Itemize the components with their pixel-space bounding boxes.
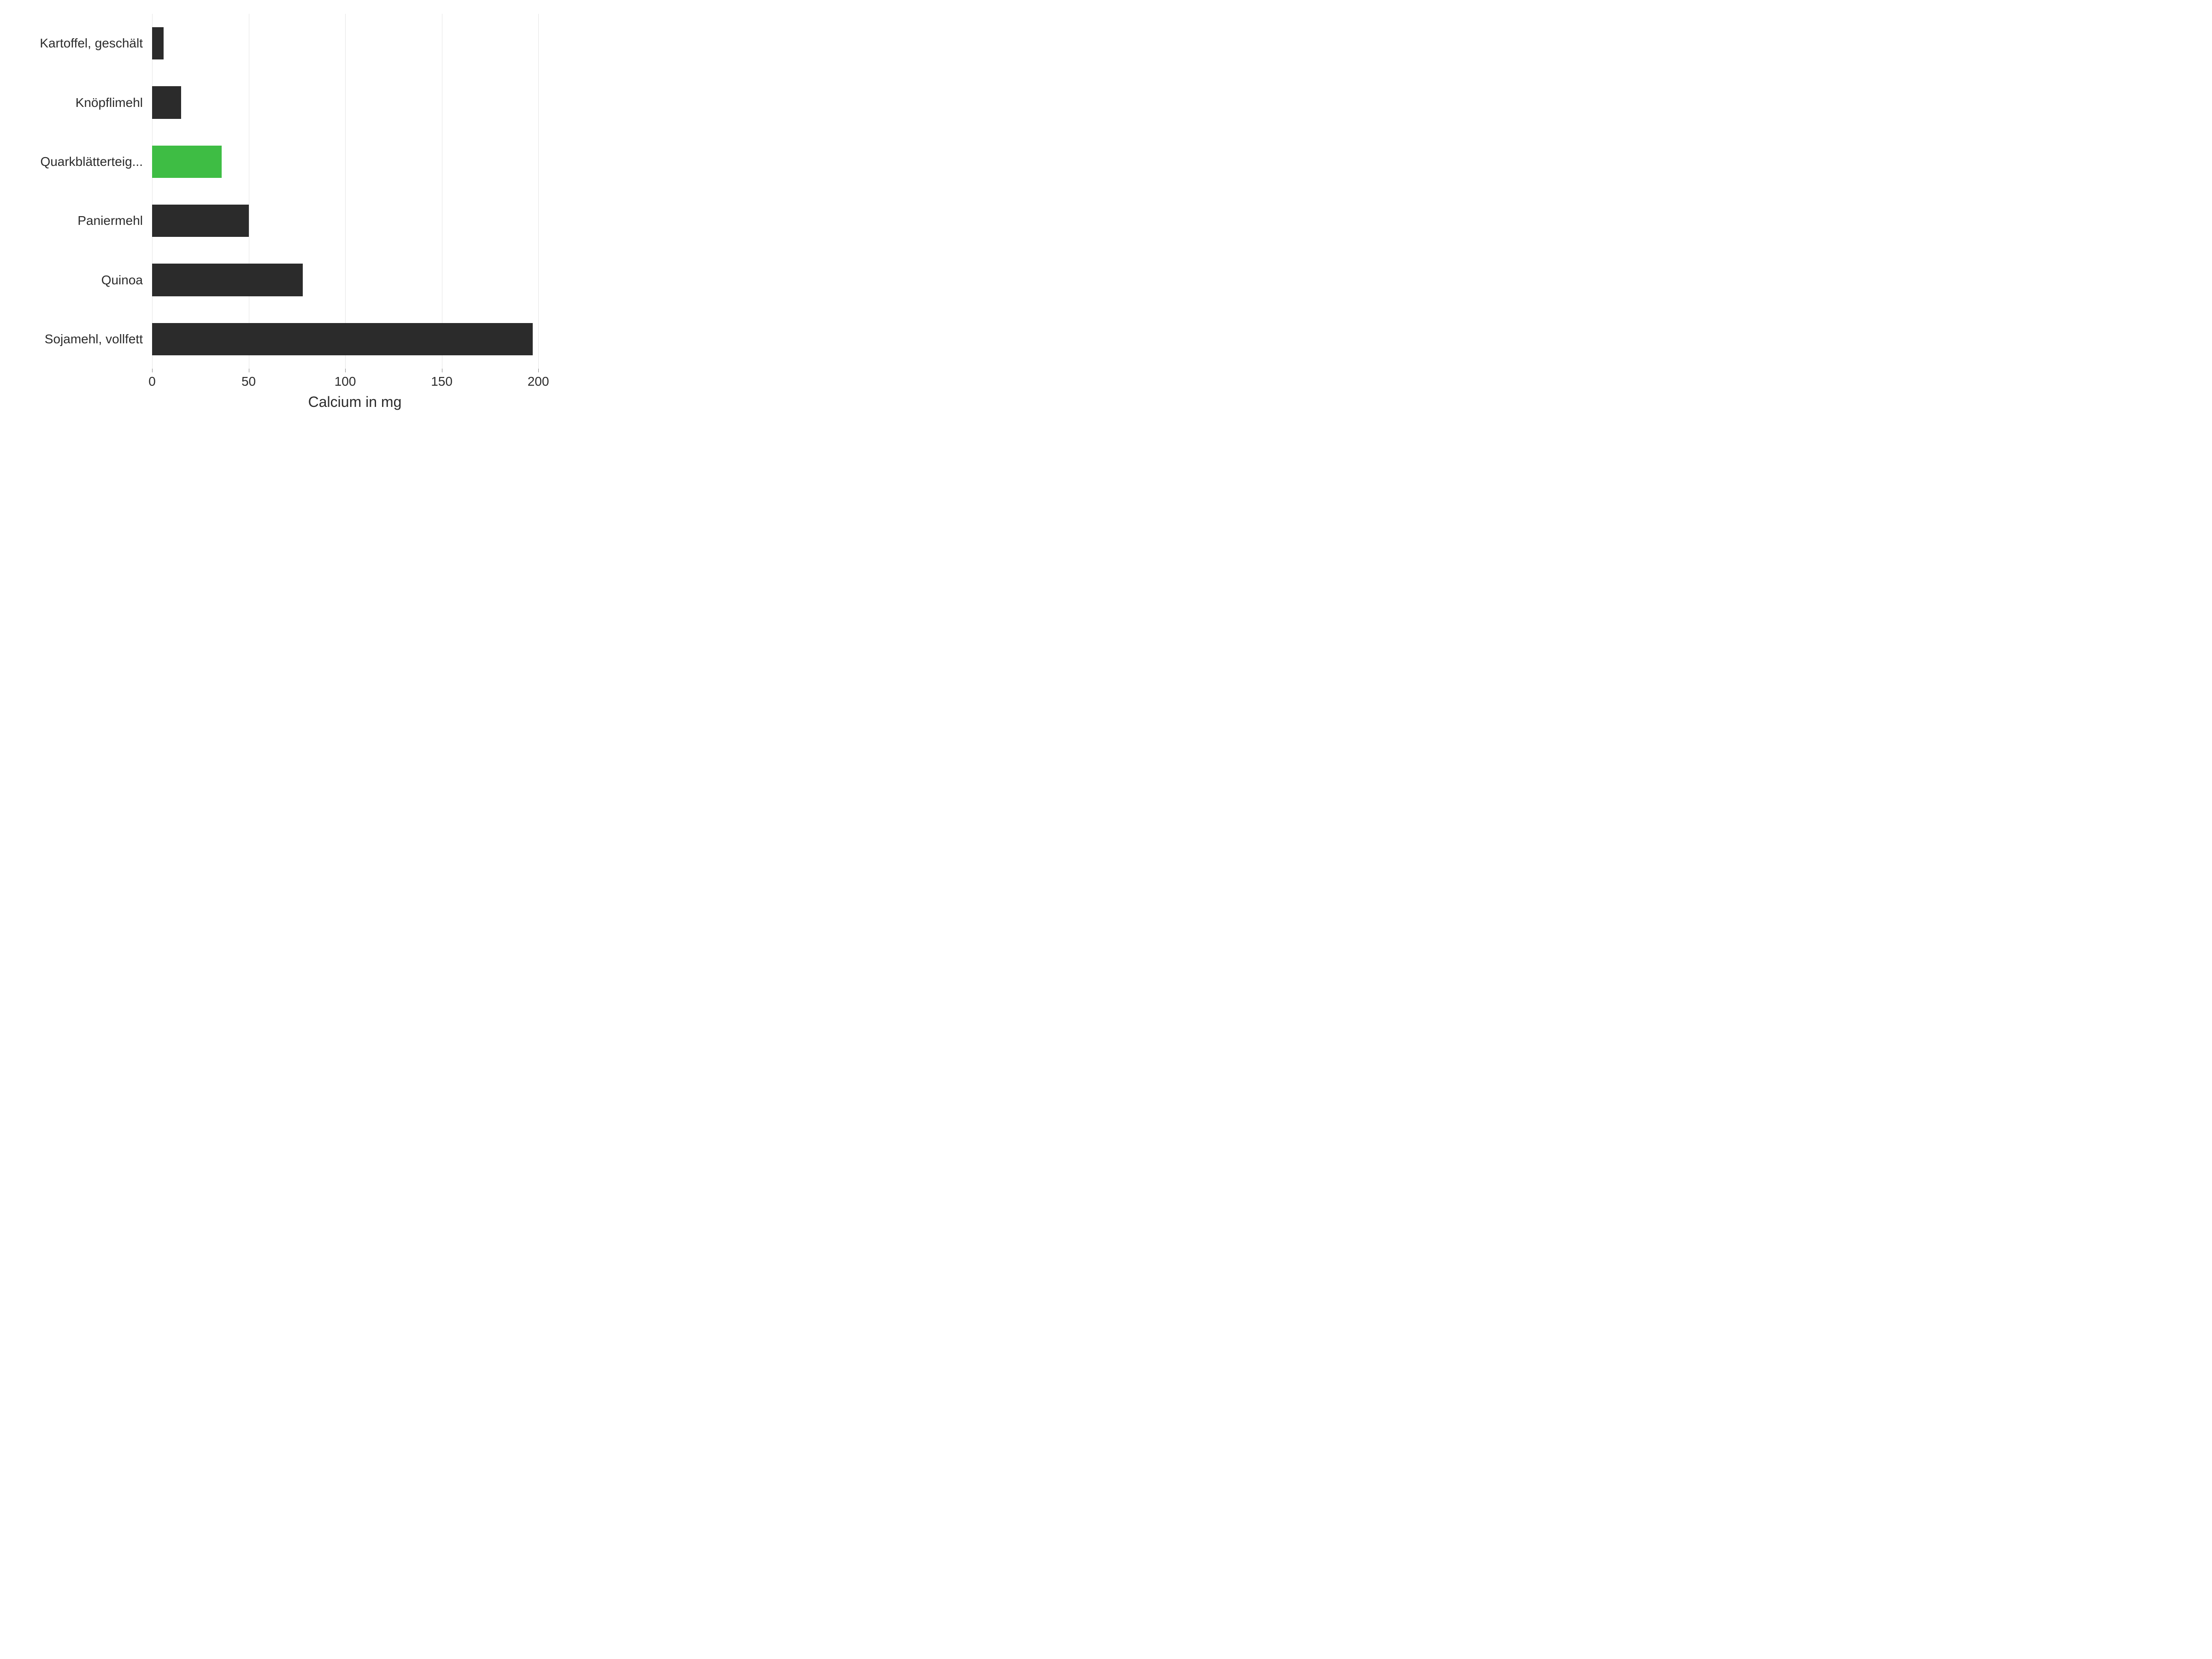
- x-tick-mark: [538, 369, 539, 372]
- y-axis-label: Knöpflimehl: [0, 95, 143, 110]
- x-axis-title: Calcium in mg: [308, 394, 402, 411]
- y-axis-label: Sojamehl, vollfett: [0, 332, 143, 347]
- x-tick-label: 50: [241, 374, 256, 389]
- x-tick-mark: [152, 369, 153, 372]
- grid-line: [345, 14, 346, 369]
- bar: [152, 146, 222, 178]
- x-tick-label: 100: [335, 374, 356, 389]
- x-tick-mark: [345, 369, 346, 372]
- bar: [152, 205, 249, 237]
- bar: [152, 264, 303, 296]
- grid-line: [152, 14, 153, 369]
- bar: [152, 323, 533, 356]
- grid-line: [538, 14, 539, 369]
- bar: [152, 86, 181, 119]
- plot-area: [152, 14, 558, 369]
- y-axis-label: Paniermehl: [0, 213, 143, 228]
- y-axis-label: Quarkblätterteig...: [0, 154, 143, 169]
- calcium-bar-chart: Kartoffel, geschält Knöpflimehl Quarkblätt…: [0, 0, 571, 429]
- x-tick-label: 150: [431, 374, 453, 389]
- x-tick-label: 0: [148, 374, 156, 389]
- y-axis-label: Quinoa: [0, 273, 143, 288]
- y-axis-label: Kartoffel, geschält: [0, 36, 143, 51]
- bar: [152, 27, 164, 60]
- x-tick-label: 200: [528, 374, 549, 389]
